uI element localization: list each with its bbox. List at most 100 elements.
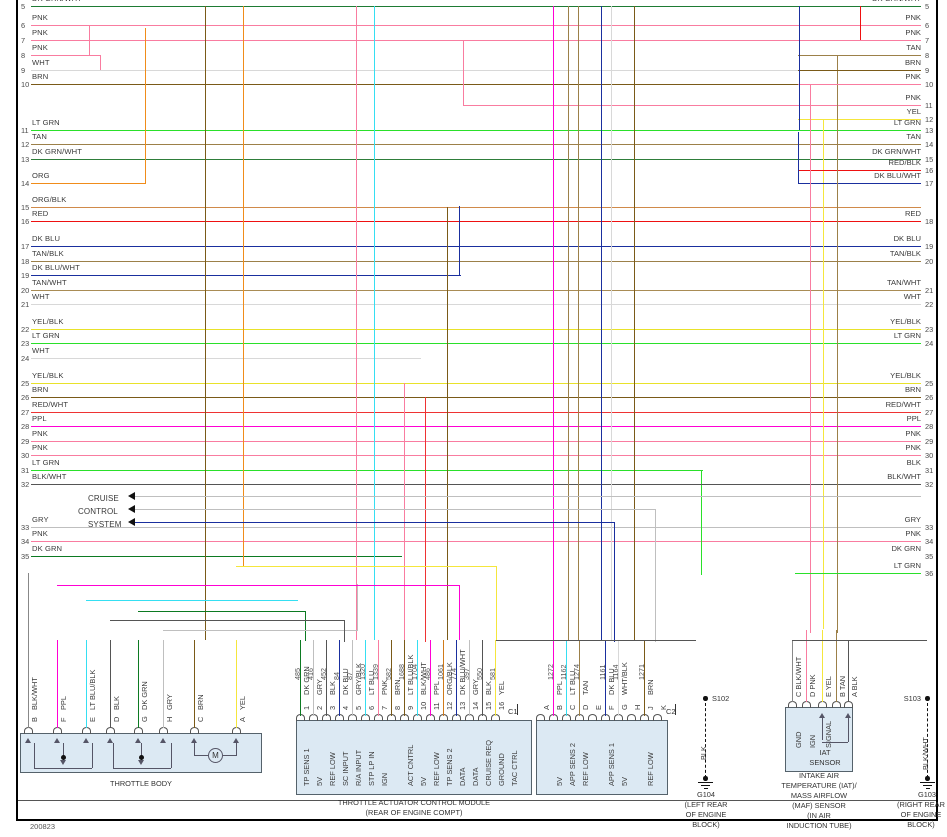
tac-c1-pin-number: 14 [471, 701, 480, 710]
tac-c2-pin-letter: B [555, 705, 564, 710]
wire-brn-10 [31, 84, 921, 85]
route-redwht-down [425, 397, 426, 642]
frame-right-border [936, 0, 938, 821]
tac-c1-wire-4 [339, 640, 340, 716]
tps2-left-wire [113, 743, 114, 768]
throttle-body-pin-letter: F [59, 717, 68, 722]
tac-c2-function-label: 5V [620, 776, 629, 786]
wire-wht-21 [31, 304, 921, 305]
iat-maf-caption_line2: TEMPERATURE (IAT)/ [781, 781, 857, 790]
tac-c1-function-label: DATA [458, 767, 467, 786]
trunk-dkblu [601, 6, 602, 640]
tb-blk-route-v [344, 620, 345, 642]
tac-c1-wire-11 [430, 640, 431, 716]
wire-ltgrn-31 [31, 470, 703, 471]
left-wire-label: DK GRN/WHT [32, 147, 82, 156]
left-terminal-number: 13 [21, 155, 30, 164]
left-wire-label: YEL/BLK [32, 371, 64, 380]
wire-blkwht-32 [31, 484, 921, 485]
iat-maf-caption_line3: MASS AIRFLOW [790, 791, 848, 800]
right-wire-label: DK BLU/WHT [874, 171, 921, 180]
tac-c2-wire-label: BRN [646, 679, 655, 695]
throttle-body-wire-label: LT BLU/BLK [88, 669, 97, 710]
ground-g103-dot [925, 776, 930, 781]
wire-dkblu-wht-19 [31, 275, 461, 276]
throttle-body-wire-C [194, 640, 195, 728]
right-wire-label: PNK [905, 72, 921, 81]
left-terminal-number: 24 [21, 354, 30, 363]
right-terminal-number: 30 [925, 451, 934, 460]
tac-c1-wire-label: GRY [471, 679, 480, 695]
frame-bottom-border [16, 819, 938, 821]
left-terminal-number: 25 [21, 379, 30, 388]
tac-c1-pin-number: 11 [432, 702, 441, 710]
throttle-body-pin-arc [81, 727, 91, 734]
throttle-motor: M [208, 748, 223, 763]
tac-c1-wire-label: BRN [393, 679, 402, 695]
trunk-tan2 [578, 6, 579, 640]
right-terminal-number: 36 [925, 569, 934, 578]
tac-c1-pin-number: 7 [380, 705, 389, 710]
left-wire-label: DK GRN/WHT [32, 0, 82, 3]
right-terminal-number: 11 [925, 101, 933, 110]
tac-c1-wire-1 [300, 640, 301, 716]
tac-module-box [296, 720, 532, 795]
iat-maf-caption_line6: INDUCTION TUBE) [786, 821, 852, 830]
ground-g103-loc1: (RIGHT REAR [897, 800, 945, 809]
left-terminal-number: 21 [21, 300, 30, 309]
iat-therm-left [822, 718, 823, 740]
frame-inner-divider [18, 800, 936, 801]
wire-tan-8-v [837, 55, 838, 633]
right-wire-label: WHT [903, 292, 921, 301]
tac-c1-function-label: TP SENS 2 [445, 748, 454, 786]
date-code: 200823 [30, 822, 56, 831]
iat-maf-pin-label: D PNK [808, 674, 817, 697]
tac-c1-wire-label: GRY [315, 679, 324, 695]
tac-c1-wire-7 [378, 640, 379, 716]
tac-c2-function-label: APP SENS 2 [568, 743, 577, 786]
right-wire-label: BRN [904, 58, 921, 67]
splice-s102-label: S102 [712, 694, 730, 703]
wire-ppl-28 [31, 426, 921, 427]
throttle-body-wire-label: BRN [196, 694, 205, 710]
wire-pnk-10-right [798, 84, 921, 85]
tac-c2-pin-letter: A [542, 705, 551, 710]
wire-gry-33 [31, 527, 921, 528]
left-terminal-number: 32 [21, 480, 30, 489]
tac-c1-function-label: STP LP IN [367, 751, 376, 786]
tac-c1-pin-number: 9 [406, 705, 415, 710]
tps1-wiper [63, 743, 64, 761]
iat-pnk-route-v [806, 630, 807, 702]
left-terminal-number: 19 [21, 271, 30, 280]
wire-dkgrnwht-13 [31, 159, 921, 160]
left-terminal-number: 10 [21, 80, 30, 89]
left-wire-label: ORG/BLK [32, 195, 67, 204]
wire-dkgrn-35 [31, 556, 402, 557]
ground-g103-wire-label: BLK/WHT [921, 737, 930, 770]
throttle-body-pin-arc [105, 727, 115, 734]
left-terminal-number: 17 [21, 242, 30, 251]
iat-blkwht-route-v [792, 640, 793, 702]
ground-g104-loc2: OF ENGINE [685, 810, 727, 819]
right-wire-label: PNK [905, 529, 921, 538]
iat-maf-pin-arc [843, 701, 853, 708]
wire-org-14-v [145, 28, 146, 184]
right-wire-label: PNK [905, 28, 921, 37]
tac-c2-bracket [675, 704, 676, 715]
trunk-dkblu-right [799, 6, 800, 130]
left-wire-label: PNK [32, 443, 48, 452]
right-wire-label: RED [904, 209, 921, 218]
tac-c1-function-label: 5V [419, 776, 428, 786]
right-terminal-number: 19 [925, 242, 934, 251]
left-wire-label: DK BLU/WHT [32, 263, 80, 272]
right-terminal-number: 35 [925, 552, 934, 561]
throttle-body-wire-E [86, 640, 87, 728]
iat-maf-caption_line1: INTAKE AIR [798, 771, 840, 780]
trunk-red-right [860, 6, 861, 40]
right-terminal-number: 26 [925, 393, 934, 402]
tac-c2-function-label: REF LOW [581, 752, 590, 786]
right-terminal-number: 21 [925, 286, 934, 295]
throttle-body-wire-label: YEL [238, 696, 247, 710]
tac-c1-function-label: SC INPUT [341, 751, 350, 787]
right-wire-label: PNK [905, 443, 921, 452]
